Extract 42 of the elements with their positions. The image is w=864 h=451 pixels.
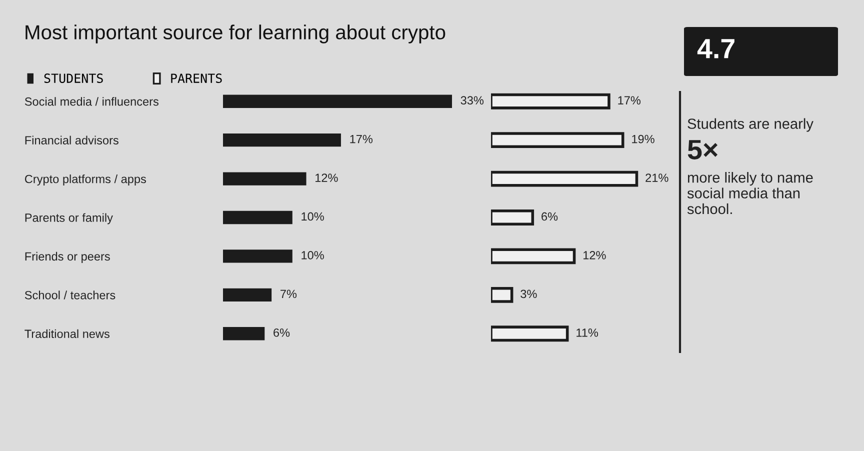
y-tick-label: Crypto platforms / apps	[24, 174, 146, 186]
data-label: 10%	[302, 212, 324, 221]
data-label: 12%	[584, 251, 606, 260]
legend-label: PARENTS	[171, 74, 222, 83]
text: 5×	[688, 140, 718, 160]
y-tick-label: Friends or peers	[25, 252, 110, 263]
bar	[491, 210, 534, 226]
bar	[223, 288, 272, 302]
bar	[491, 326, 569, 342]
data-label: 21%	[646, 174, 668, 182]
data-label: 11%	[576, 328, 598, 337]
y-tick-label: Parents or family	[25, 213, 113, 224]
data-label: 12%	[316, 174, 338, 182]
bar	[223, 172, 306, 186]
data-label: 6%	[274, 328, 290, 337]
chart-title: Most important source for learning about crypto	[26, 24, 446, 44]
bar	[223, 250, 292, 263]
data-label: 10%	[302, 251, 324, 260]
data-label: 17%	[618, 96, 641, 104]
legend-label: STUDENTS	[44, 74, 103, 83]
bar	[223, 327, 265, 340]
data-label: 17%	[350, 134, 373, 144]
bar	[223, 94, 452, 108]
text: more likely to name social media than school.	[687, 172, 813, 214]
text: Students are nearly	[688, 118, 814, 132]
y-tick-label: School / teachers	[24, 290, 116, 300]
bar	[491, 286, 514, 303]
bar	[223, 210, 292, 224]
bar	[491, 248, 576, 264]
bar	[223, 133, 341, 147]
data-label: 19%	[632, 134, 654, 144]
bar	[491, 132, 624, 148]
y-tick-label: Financial advisors	[25, 136, 118, 144]
data-label: 33%	[460, 96, 484, 105]
bar	[491, 170, 638, 187]
y-tick-label: Traditional news	[24, 329, 110, 338]
data-label: 7%	[280, 290, 297, 298]
data-label: 3%	[520, 290, 537, 298]
y-tick-label: Social media / influencers	[24, 97, 158, 106]
bar	[491, 93, 610, 110]
data-label: 6%	[542, 212, 558, 221]
text: 4.7	[697, 39, 734, 58]
